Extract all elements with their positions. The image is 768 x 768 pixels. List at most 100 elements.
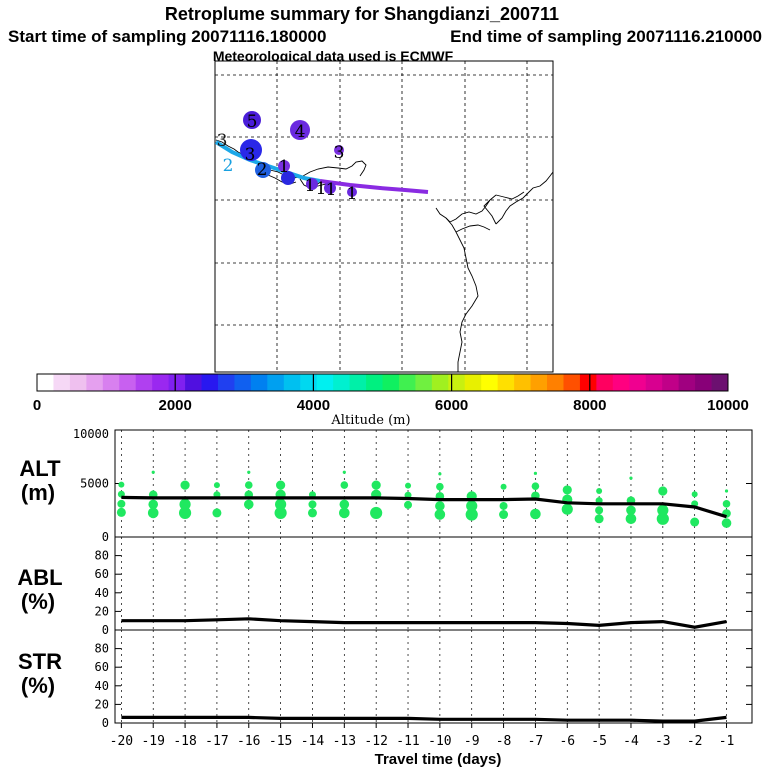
altitude-sample-marker <box>342 470 346 474</box>
y-tick-label: 20 <box>95 697 109 711</box>
altitude-sample-marker <box>658 486 668 496</box>
colorbar-swatch <box>563 374 581 391</box>
altitude-sample-marker <box>626 505 636 516</box>
altitude-sample-marker <box>721 518 732 528</box>
plume-label: 3 <box>245 145 256 165</box>
altitude-sample-marker <box>243 499 254 510</box>
plume-label: 3 <box>217 131 228 151</box>
altitude-sample-marker <box>722 500 731 508</box>
colorbar-swatch <box>185 374 202 391</box>
altitude-sample-marker <box>530 508 541 520</box>
plume-label: 1 <box>347 184 358 204</box>
x-tick-label: -5 <box>591 734 607 749</box>
colorbar-swatch <box>333 374 350 391</box>
altitude-sample-marker <box>371 480 381 490</box>
altitude-sample-marker <box>247 470 251 474</box>
colorbar-swatch <box>366 374 383 391</box>
met-data-label: Meteorological data used is ECMWF <box>213 48 454 64</box>
y-tick-label: 0 <box>102 623 109 637</box>
map-frame <box>214 60 554 373</box>
colorbar-swatch <box>316 374 334 391</box>
colorbar-swatch <box>514 374 531 391</box>
altitude-sample-marker <box>594 514 604 524</box>
colorbar-swatch <box>662 374 680 391</box>
plume-line-purple <box>319 179 429 194</box>
altitude-sample-marker <box>404 500 413 509</box>
y-tick-label: 80 <box>95 642 109 656</box>
plume-cluster-marker <box>243 111 261 129</box>
x-tick-label: -1 <box>719 734 735 749</box>
panel-unit: (%) <box>21 589 55 614</box>
colorbar-swatch <box>711 374 729 391</box>
series-line <box>121 495 727 519</box>
y-tick-label: 40 <box>95 586 109 600</box>
altitude-sample-marker <box>151 470 155 474</box>
start-time-label: Start time of sampling 20071116.180000 <box>8 27 326 46</box>
colorbar-swatch <box>448 374 466 391</box>
colorbar-swatch <box>37 374 54 391</box>
plume-label: 1 <box>305 176 316 196</box>
colorbar-swatch <box>201 374 219 391</box>
colorbar-swatch <box>382 374 400 391</box>
panel-label: ALT <box>19 456 61 481</box>
x-tick-label: -7 <box>528 734 544 749</box>
colorbar-swatch <box>547 374 564 391</box>
colorbar: 0 2000 4000 6000 8000 10000 <box>33 373 749 414</box>
panel-unit: (%) <box>21 673 55 698</box>
panel-label: ABL <box>17 565 62 590</box>
colorbar-swatch <box>431 374 449 391</box>
x-tick-label: -8 <box>496 734 512 749</box>
altitude-sample-marker <box>117 499 126 508</box>
panel-label: STR <box>18 649 62 674</box>
series-line <box>121 617 727 629</box>
plume-label: 3 <box>334 143 345 163</box>
colorbar-swatch <box>481 374 499 391</box>
end-time-label: End time of sampling 20071116.210000 <box>450 27 762 46</box>
altitude-sample-marker <box>629 476 633 480</box>
altitude-sample-marker <box>625 513 637 525</box>
colorbar-swatch <box>629 374 647 391</box>
plume-label: 4 <box>295 122 306 142</box>
altitude-sample-marker <box>370 506 383 520</box>
altitude-sample-marker <box>531 482 540 490</box>
altitude-sample-marker <box>438 472 442 476</box>
y-tick-label: 40 <box>95 679 109 693</box>
colorbar-tick-label: 0 <box>33 397 41 414</box>
y-tick-label: 80 <box>95 549 109 563</box>
colorbar-swatch <box>234 374 252 391</box>
colorbar-swatch <box>86 374 104 391</box>
colorbar-swatch <box>530 374 548 391</box>
altitude-sample-marker <box>562 485 572 495</box>
colorbar-swatch <box>152 374 170 391</box>
altitude-sample-marker <box>276 480 286 490</box>
altitude-sample-marker <box>405 482 412 489</box>
altitude-sample-marker <box>179 498 191 510</box>
altitude-sample-marker <box>244 481 253 489</box>
x-tick-label: -20 <box>110 734 133 749</box>
panel-frame <box>114 429 753 538</box>
plume-label: 1 <box>316 179 327 199</box>
altitude-sample-marker <box>595 506 604 515</box>
plume-cluster-marker <box>278 160 290 172</box>
y-tick-label: 10000 <box>73 427 109 441</box>
colorbar-swatch <box>596 374 614 391</box>
colorbar-swatch <box>612 374 630 391</box>
colorbar-swatch <box>102 374 120 391</box>
plume-cluster-marker <box>324 182 336 194</box>
colorbar-swatch <box>119 374 137 391</box>
altitude-sample-marker <box>691 491 698 498</box>
plume-cluster-marker <box>255 162 271 178</box>
altitude-sample-marker <box>435 501 445 511</box>
altitude-sample-marker <box>339 499 350 510</box>
colorbar-swatch <box>349 374 367 391</box>
x-tick-label: -3 <box>655 734 671 749</box>
altitude-sample-marker <box>213 482 220 489</box>
x-tick-label: -13 <box>333 734 356 749</box>
x-tick-label: -15 <box>269 734 292 749</box>
colorbar-tick-label: 2000 <box>159 397 192 414</box>
map-gridlines <box>215 61 553 372</box>
plume-label: 5 <box>247 112 258 132</box>
altitude-sample-marker <box>434 509 446 520</box>
plume-cluster-marker <box>334 145 344 155</box>
